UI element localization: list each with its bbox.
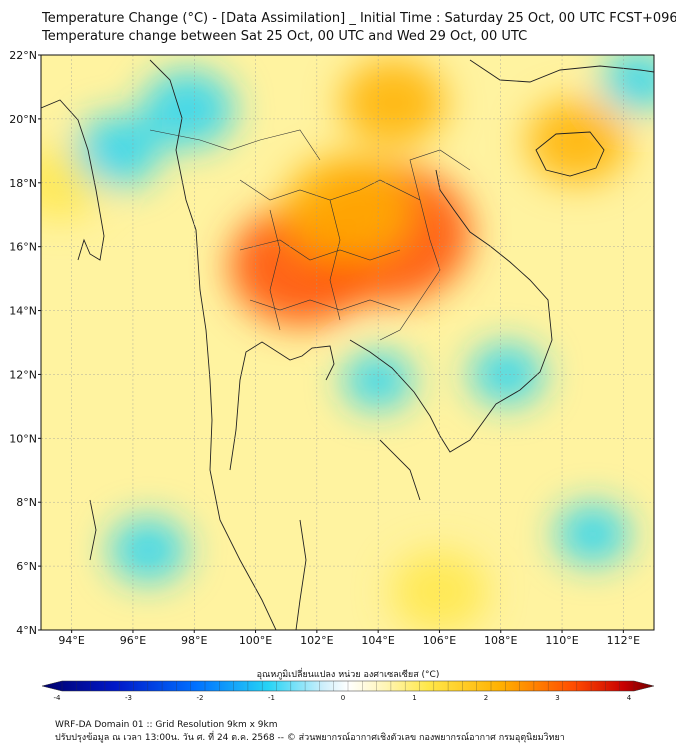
colorbar-title: อุณหภูมิเปลี่ยนแปลง หน่วย องศาเซลเซียส (… bbox=[257, 667, 440, 680]
field-anomaly bbox=[109, 517, 188, 583]
lat-label: 18°N bbox=[9, 177, 37, 190]
lon-label: 112°E bbox=[607, 634, 640, 647]
field-anomaly bbox=[341, 59, 446, 147]
lat-label: 6°N bbox=[16, 560, 37, 573]
lon-label: 94°E bbox=[58, 634, 84, 647]
lat-label: 22°N bbox=[9, 49, 37, 62]
chart-title: Temperature Change (°C) - [Data Assimila… bbox=[42, 11, 676, 26]
field-anomaly bbox=[141, 70, 235, 149]
lat-label: 4°N bbox=[16, 624, 37, 637]
colorbar-tick-label: -2 bbox=[197, 694, 204, 702]
province-borders bbox=[149, 129, 471, 341]
lat-label: 16°N bbox=[9, 241, 37, 254]
colorbar-tick-label: 1 bbox=[412, 694, 416, 702]
field-anomaly bbox=[74, 115, 161, 187]
lat-label: 20°N bbox=[9, 113, 37, 126]
colorbar-tick-label: 2 bbox=[484, 694, 488, 702]
colorbar-tick-label: 3 bbox=[555, 694, 559, 702]
chart-subtitle: Temperature change between Sat 25 Oct, 0… bbox=[42, 29, 528, 44]
field-anomaly bbox=[390, 551, 488, 630]
colorbar-tick-label: -1 bbox=[268, 694, 275, 702]
footer-model-info: WRF-DA Domain 01 :: Grid Resolution 9km … bbox=[55, 720, 278, 730]
lat-label: 8°N bbox=[16, 496, 37, 509]
lon-label: 98°E bbox=[181, 634, 207, 647]
colorbar: อุณหภูมิเปลี่ยนแปลง หน่วย องศาเซลเซียส (… bbox=[41, 667, 655, 702]
footer-credit: ปรับปรุงข้อมูล ณ เวลา 13:00น. วัน ศ. ที่… bbox=[55, 733, 565, 743]
lat-label: 14°N bbox=[9, 305, 37, 318]
lon-label: 100°E bbox=[239, 634, 272, 647]
lon-label: 108°E bbox=[484, 634, 517, 647]
lon-label: 102°E bbox=[300, 634, 333, 647]
lon-label: 104°E bbox=[361, 634, 394, 647]
field-anomaly bbox=[555, 503, 630, 565]
colorbar-tick-label: -3 bbox=[125, 694, 132, 702]
colorbar-tick-label: 4 bbox=[627, 694, 632, 702]
colorbar-tick-label: -4 bbox=[54, 694, 62, 702]
field-anomaly bbox=[283, 155, 412, 262]
lat-label: 12°N bbox=[9, 368, 37, 381]
lon-label: 96°E bbox=[120, 634, 146, 647]
field-anomaly bbox=[526, 99, 628, 184]
field-anomaly bbox=[601, 55, 654, 112]
colorbar-tick-label: 0 bbox=[341, 694, 345, 702]
lon-label: 106°E bbox=[423, 634, 456, 647]
lon-label: 110°E bbox=[545, 634, 578, 647]
lat-label: 10°N bbox=[9, 432, 37, 445]
coastline bbox=[41, 59, 654, 630]
